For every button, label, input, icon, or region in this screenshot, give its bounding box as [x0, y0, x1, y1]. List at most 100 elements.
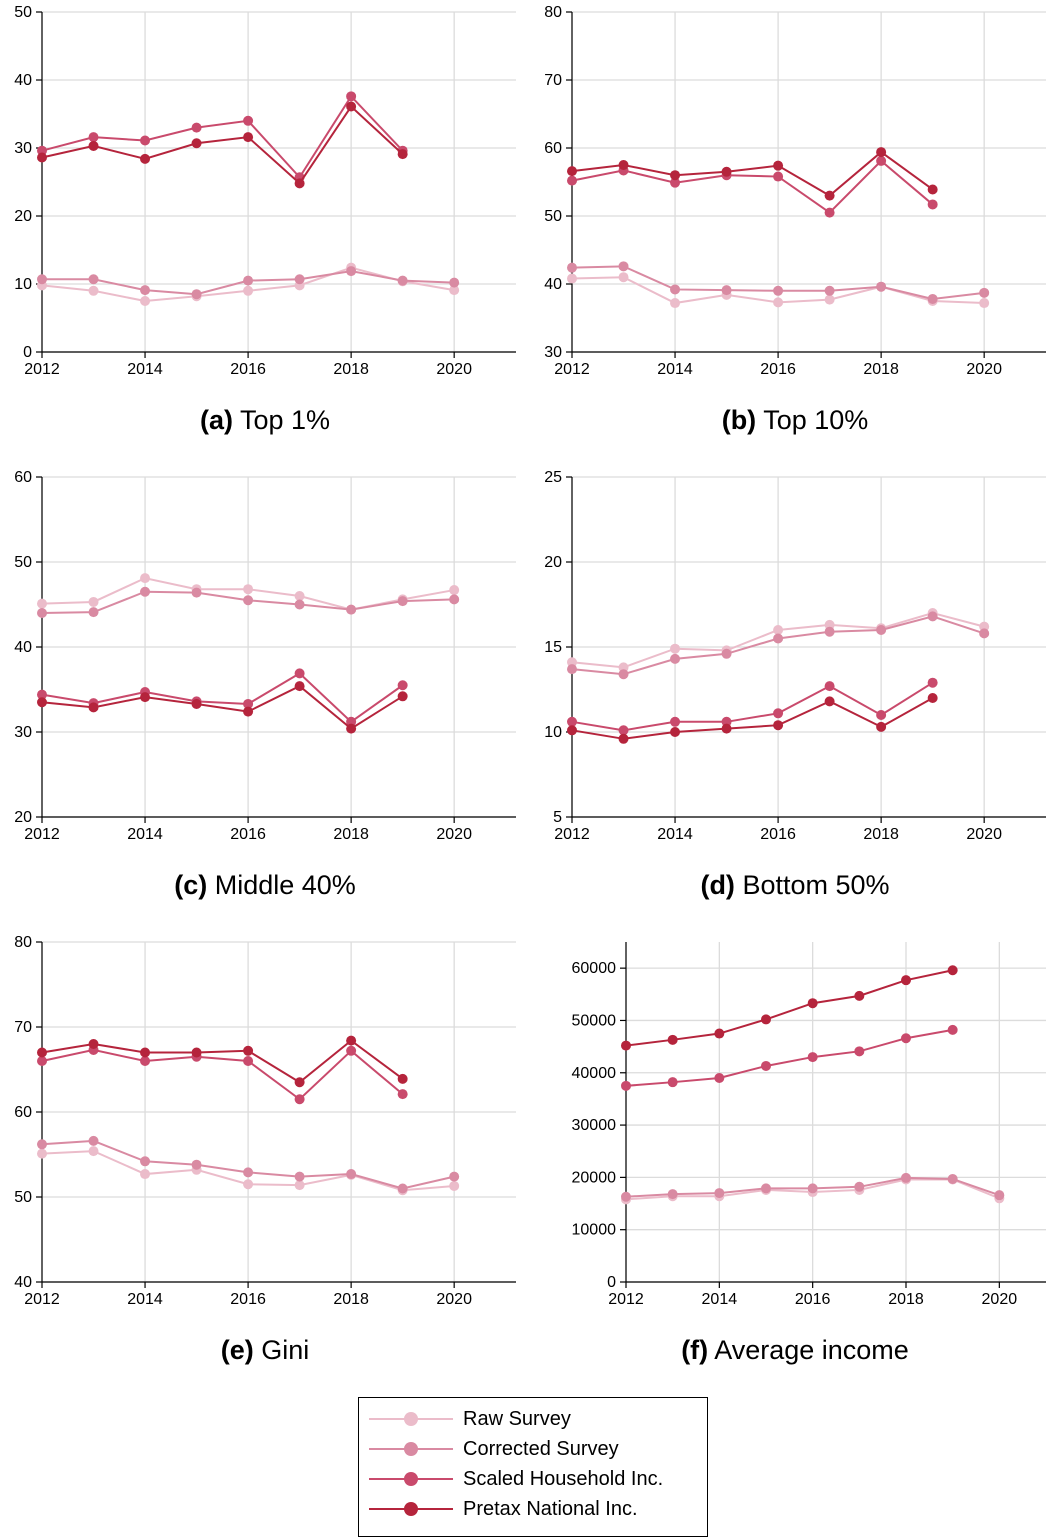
x-tick-label: 2012 — [24, 1291, 60, 1308]
data-point — [449, 1180, 460, 1191]
data-point — [88, 132, 99, 143]
data-point — [670, 643, 681, 654]
data-point — [88, 285, 99, 296]
data-point — [927, 199, 938, 210]
chart-average-income: 0 10000 20000 30000 40000 50000 60000 2012 2014 2… — [572, 942, 1046, 1308]
data-point — [854, 1046, 865, 1057]
caption-letter: (f) — [681, 1335, 709, 1365]
caption-letter: (e) — [220, 1335, 254, 1365]
panel-middle-40: 20 30 40 50 60 2012 2014 2016 2018 2020 (c) Middl… — [0, 465, 530, 931]
legend-marker — [404, 1412, 418, 1426]
data-point — [807, 998, 818, 1009]
data-point — [449, 1171, 460, 1182]
x-tick-label: 2014 — [127, 826, 163, 843]
y-tick-label: 40 — [14, 72, 32, 89]
data-point — [567, 262, 577, 273]
series-line — [41, 684, 404, 730]
data-point — [567, 725, 577, 736]
series-line — [625, 1028, 953, 1087]
series-raw-survey — [567, 272, 990, 309]
data-point — [243, 1179, 254, 1190]
data-point — [449, 285, 460, 296]
data-point — [37, 1148, 47, 1159]
legend-label: Pretax National Inc. — [463, 1498, 638, 1520]
data-point — [37, 689, 47, 700]
panel-top-1: 0 10 20 30 40 50 2012 2014 2016 2018 2020 (a) Top … — [0, 0, 530, 466]
chart-gini: 40 50 60 70 80 2012 2014 2016 2018 2020 — [14, 934, 516, 1308]
data-point — [618, 272, 629, 283]
data-point — [773, 625, 784, 635]
data-point — [947, 965, 958, 976]
data-point — [346, 266, 357, 277]
data-point — [88, 596, 99, 607]
data-point — [140, 135, 151, 146]
caption-gini: (e) Gini — [0, 1335, 530, 1366]
data-point — [294, 1094, 305, 1105]
data-point — [824, 207, 835, 218]
data-point — [140, 285, 151, 296]
data-point — [670, 298, 681, 309]
data-point — [37, 608, 47, 618]
legend-label: Scaled Household Inc. — [463, 1468, 664, 1490]
series-corrected-survey — [567, 261, 990, 304]
legend: Raw Survey Corrected Survey Scaled House… — [358, 1397, 708, 1537]
data-point — [824, 681, 835, 692]
data-point — [927, 677, 938, 688]
data-point — [397, 275, 408, 286]
data-point — [140, 1056, 151, 1066]
y-tick-label: 60000 — [572, 960, 617, 977]
y-tick-label: 50 — [14, 4, 32, 21]
data-point — [721, 723, 732, 734]
x-tick-label: 2014 — [657, 361, 693, 378]
data-point — [670, 177, 681, 188]
data-point — [346, 604, 357, 615]
data-point — [449, 594, 460, 605]
series-line — [571, 697, 934, 740]
data-point — [243, 584, 254, 595]
caption-letter: (d) — [700, 870, 735, 900]
y-tick-label: 5 — [553, 809, 562, 826]
y-tick-label: 60 — [14, 1104, 32, 1121]
data-point — [191, 289, 202, 300]
x-tick-label: 2012 — [608, 1291, 644, 1308]
x-tick-label: 2018 — [863, 826, 899, 843]
data-point — [88, 1039, 99, 1049]
legend-label: Corrected Survey — [463, 1438, 619, 1460]
data-point — [994, 1190, 1005, 1201]
y-tick-label: 30000 — [572, 1117, 617, 1134]
data-point — [37, 274, 47, 285]
data-point — [854, 1181, 865, 1192]
series-pretax-national-inc — [37, 101, 408, 189]
data-point — [761, 1060, 771, 1071]
y-tick-label: 60 — [544, 140, 562, 157]
data-point — [346, 1169, 357, 1180]
x-tick-label: 2014 — [702, 1291, 738, 1308]
data-point — [243, 132, 254, 143]
x-tick-label: 2012 — [24, 826, 60, 843]
data-point — [140, 296, 151, 306]
data-point — [294, 681, 305, 692]
data-point — [773, 720, 784, 731]
legend-label: Raw Survey — [463, 1408, 571, 1430]
caption-title: Top 1% — [239, 405, 331, 435]
legend-marker — [404, 1472, 418, 1486]
y-tick-label: 10 — [14, 276, 32, 293]
data-point — [979, 298, 990, 309]
panel-top-10: 30 40 50 60 70 80 2012 2014 2016 2018 2020 (b) Top… — [530, 0, 1059, 466]
y-tick-label: 10000 — [572, 1222, 617, 1239]
y-tick-label: 50 — [14, 1189, 32, 1206]
x-tick-label: 2012 — [554, 361, 590, 378]
data-point — [901, 975, 911, 986]
x-tick-label: 2020 — [966, 361, 1002, 378]
data-point — [140, 692, 151, 703]
data-point — [621, 1040, 631, 1051]
x-tick-label: 2016 — [230, 1291, 266, 1308]
y-tick-label: 20000 — [572, 1169, 617, 1186]
data-point — [140, 153, 151, 164]
x-tick-label: 2016 — [760, 361, 796, 378]
series-line — [41, 1048, 404, 1101]
chart-top-10: 30 40 50 60 70 80 2012 2014 2016 2018 2020 — [544, 4, 1046, 378]
data-point — [294, 1180, 305, 1191]
data-point — [397, 1089, 408, 1100]
data-point — [88, 607, 99, 618]
